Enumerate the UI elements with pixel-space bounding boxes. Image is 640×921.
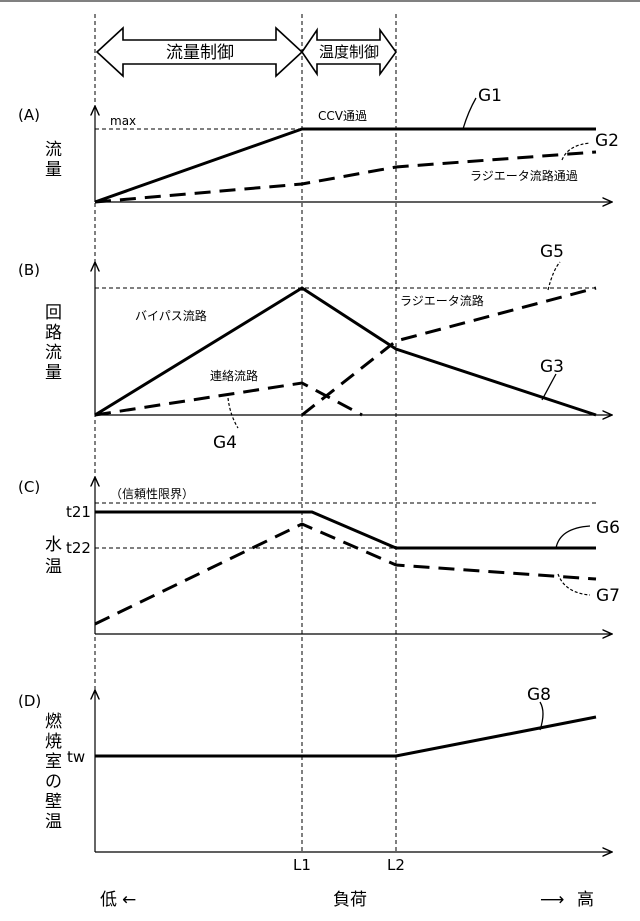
- series-g2-line: [94, 150, 597, 204]
- panel-d-ylabel-1: 燃: [45, 712, 62, 732]
- t22-label: t22: [66, 539, 91, 557]
- g4-leader: [227, 397, 239, 429]
- series-g3-line: [94, 286, 597, 417]
- panel-a: (A) 流 量 max CCV通過 G1 G2 ラジエータ流路通過: [18, 86, 619, 202]
- panel-a-ccv-label: CCV通過: [318, 109, 367, 123]
- panel-d-tag: (D): [18, 692, 41, 710]
- panel-c: (C) （信頼性限界） t21 水 t22 温 G6 G7: [18, 477, 620, 634]
- g5-label: G5: [540, 242, 564, 262]
- series-g5-line: [301, 286, 597, 417]
- x-high-arrow: ⟶: [540, 890, 564, 910]
- series-g8-line: [95, 715, 597, 758]
- panel-c-ylabel-2: 温: [45, 557, 62, 577]
- panel-b-ylabel-4: 量: [45, 363, 62, 383]
- panel-a-tag: (A): [18, 106, 40, 124]
- panel-d-ylabel-4: の: [45, 772, 62, 792]
- g3-leader: [541, 373, 557, 401]
- series-g7-line: [94, 522, 597, 626]
- panel-d: (D) 燃 焼 室 の 壁 温 tw G8: [18, 685, 612, 852]
- t21-label: t21: [66, 503, 91, 521]
- panel-b-ylabel-1: 回: [45, 303, 62, 323]
- panel-d-ylabel-6: 温: [45, 812, 62, 832]
- temp-control-arrow: [301, 27, 397, 77]
- x-tick-l2: L2: [387, 856, 405, 874]
- x-low-label: 低: [100, 890, 117, 910]
- panel-a-max-label: max: [110, 114, 136, 128]
- g7-leader: [557, 573, 591, 596]
- series-g1-line: [94, 127, 596, 204]
- panel-c-tag: (C): [18, 478, 40, 496]
- panel-d-ylabel-5: 壁: [45, 792, 62, 812]
- panel-b-tag: (B): [18, 261, 40, 279]
- series-g6-line: [95, 510, 596, 550]
- panel-c-ylabel-1: 水: [45, 535, 62, 555]
- temp-control-label: 温度制御: [319, 43, 379, 61]
- panel-a-ylabel-1: 流: [45, 140, 62, 160]
- tw-label: tw: [67, 748, 85, 766]
- panel-a-ylabel-2: 量: [45, 160, 62, 180]
- panel-d-ylabel-3: 室: [45, 752, 62, 772]
- x-axis-labels: L1 L2 低 ← 負荷 ⟶ 高: [100, 856, 594, 910]
- reliability-limit-label: （信頼性限界）: [110, 487, 194, 501]
- x-tick-l1: L1: [293, 856, 311, 874]
- control-range-bar: 流量制御 温度制御: [95, 26, 397, 78]
- g4-label: G4: [213, 433, 237, 453]
- x-low-arrow: ←: [122, 890, 136, 910]
- series-g4-line: [94, 381, 363, 417]
- bypass-label: バイパス流路: [135, 308, 207, 323]
- g2-label: G2: [595, 131, 619, 151]
- g8-label: G8: [527, 685, 551, 705]
- g7-label: G7: [596, 586, 620, 606]
- radiator-label: ラジエータ流路: [400, 293, 484, 308]
- panel-d-ylabel-2: 焼: [45, 732, 62, 752]
- panel-b: (B) 回 路 流 量 バイパス流路 連絡流路 ラジエータ流路 G5 G3 G4: [18, 242, 612, 453]
- g2-leader: [561, 142, 591, 161]
- x-axis-title: 負荷: [333, 890, 367, 910]
- link-label: 連絡流路: [210, 368, 258, 383]
- g1-label: G1: [478, 86, 502, 106]
- g6-label: G6: [596, 518, 620, 538]
- g1-leader: [462, 97, 477, 130]
- panel-b-ylabel-3: 流: [45, 343, 62, 363]
- g5-leader: [547, 261, 561, 291]
- g8-leader: [539, 701, 544, 731]
- panel-b-ylabel-2: 路: [45, 323, 62, 343]
- g6-leader: [555, 525, 591, 549]
- x-high-label: 高: [577, 890, 594, 910]
- g2-radiator-label: ラジエータ流路通過: [470, 168, 578, 183]
- flow-control-label: 流量制御: [166, 43, 234, 63]
- g3-label: G3: [540, 357, 564, 377]
